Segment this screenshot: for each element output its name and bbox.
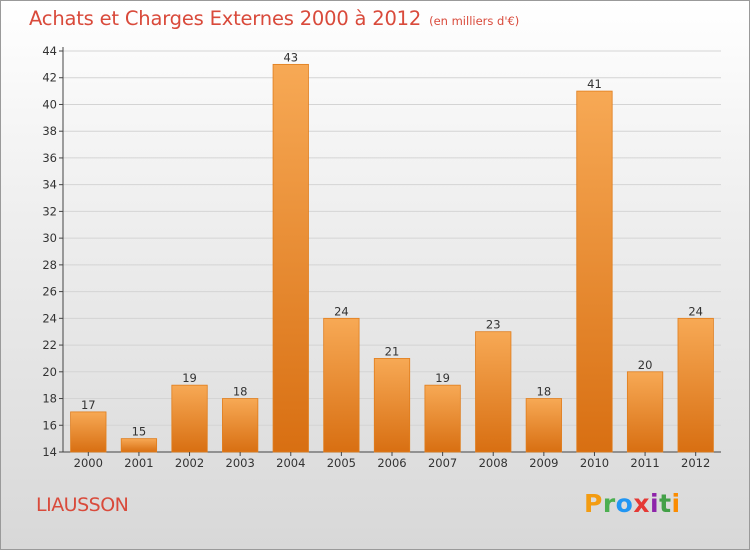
- logo-letter: i: [650, 489, 660, 518]
- commune-name: LIAUSSON: [36, 494, 129, 516]
- data-label: 20: [638, 358, 653, 372]
- y-tick-label: 38: [42, 124, 57, 138]
- logo-letter: o: [615, 489, 634, 518]
- bar: [373, 358, 411, 453]
- chart-subtitle: (en milliers d'€): [429, 14, 520, 28]
- chart-title-row: Achats et Charges Externes 2000 à 2012 (e…: [29, 7, 519, 30]
- logo-letter: P: [584, 489, 603, 518]
- x-tick-label: 2001: [124, 456, 153, 470]
- x-tick-label: 2007: [428, 456, 457, 470]
- proxiti-logo: Proxiti: [584, 489, 681, 518]
- logo-letter: r: [602, 489, 616, 518]
- y-tick-label: 30: [42, 231, 57, 245]
- y-tick-label: 18: [42, 392, 57, 406]
- y-tick-label: 14: [42, 445, 57, 459]
- data-label: 23: [486, 318, 501, 332]
- x-tick-label: 2012: [681, 456, 710, 470]
- bar: [626, 371, 664, 453]
- x-tick-label: 2002: [175, 456, 204, 470]
- y-tick-label: 40: [42, 97, 57, 111]
- logo-letter: i: [671, 489, 681, 518]
- y-tick-label: 34: [42, 178, 57, 192]
- x-tick-label: 2009: [529, 456, 558, 470]
- logo-letter: t: [659, 489, 672, 518]
- y-tick-label: 24: [42, 311, 57, 325]
- x-tick-label: 2011: [630, 456, 659, 470]
- data-label: 15: [132, 425, 147, 439]
- x-tick-label: 2004: [276, 456, 305, 470]
- y-tick-label: 36: [42, 151, 57, 165]
- data-label: 24: [688, 304, 703, 318]
- x-tick-label: 2010: [580, 456, 609, 470]
- data-label: 19: [182, 371, 197, 385]
- y-tick-label: 16: [42, 418, 57, 432]
- x-tick-label: 2003: [226, 456, 255, 470]
- chart-title: Achats et Charges Externes 2000 à 2012: [29, 7, 422, 30]
- data-label: 18: [233, 385, 248, 399]
- bar: [576, 90, 613, 453]
- y-tick-label: 44: [42, 44, 57, 58]
- y-tick-label: 26: [42, 285, 57, 299]
- data-label: 43: [283, 50, 298, 64]
- bar: [222, 398, 259, 453]
- logo-letter: x: [633, 489, 650, 518]
- data-label: 18: [537, 385, 552, 399]
- bar: [70, 411, 107, 453]
- bar: [475, 331, 512, 453]
- y-tick-label: 22: [42, 338, 57, 352]
- x-tick-label: 2008: [479, 456, 508, 470]
- y-tick-label: 42: [42, 71, 57, 85]
- data-label: 41: [587, 77, 602, 91]
- bar: [120, 438, 158, 453]
- bar: [525, 398, 562, 453]
- bar: [272, 63, 309, 453]
- data-label: 19: [435, 371, 450, 385]
- y-tick-label: 32: [42, 204, 57, 218]
- y-tick-label: 20: [42, 365, 57, 379]
- bar: [677, 317, 714, 453]
- x-tick-label: 2005: [327, 456, 356, 470]
- data-label: 21: [385, 344, 400, 358]
- bar: [424, 384, 461, 453]
- data-label: 24: [334, 304, 349, 318]
- x-tick-label: 2000: [74, 456, 103, 470]
- bar: [171, 384, 208, 453]
- x-tick-label: 2006: [377, 456, 406, 470]
- data-label: 17: [81, 398, 96, 412]
- y-tick-label: 28: [42, 258, 57, 272]
- bar: [323, 317, 360, 453]
